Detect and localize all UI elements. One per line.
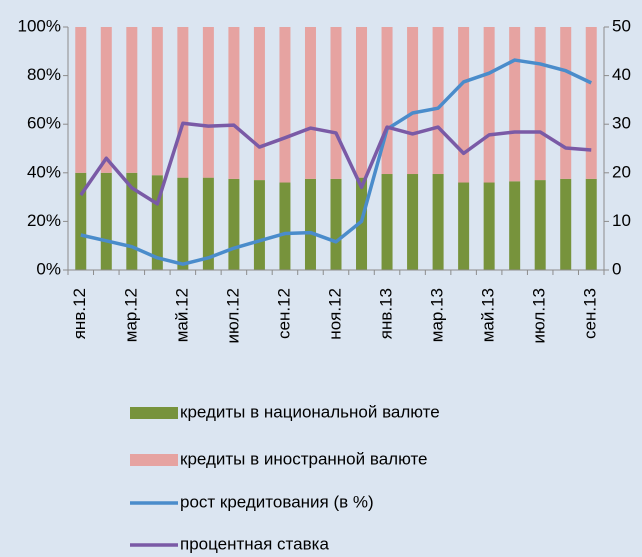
bar xyxy=(75,27,87,173)
bar xyxy=(560,27,572,179)
y-tick-label: 80% xyxy=(27,65,61,84)
bar xyxy=(126,27,138,173)
bar xyxy=(253,180,265,270)
bar xyxy=(330,178,342,270)
bar xyxy=(177,27,189,178)
y2-tick-label: 10 xyxy=(612,211,631,230)
line xyxy=(79,121,592,206)
bar xyxy=(509,181,521,270)
bar xyxy=(534,27,546,181)
x-tick-label: янв.12 xyxy=(70,288,89,339)
line xyxy=(80,58,592,266)
bar xyxy=(279,182,291,270)
bar xyxy=(458,27,470,183)
bar xyxy=(381,174,393,270)
legend-swatch xyxy=(130,454,178,466)
bar xyxy=(432,174,444,270)
y2-tick-label: 0 xyxy=(612,259,621,278)
x-tick-label: мар.13 xyxy=(428,288,447,342)
bar xyxy=(432,27,444,175)
x-tick-label: мар.12 xyxy=(121,288,140,342)
bar xyxy=(151,27,163,176)
bar xyxy=(228,27,240,179)
y2-tick-label: 40 xyxy=(612,65,631,84)
x-tick-label: май.12 xyxy=(172,288,191,342)
bar xyxy=(356,27,368,178)
bar xyxy=(407,174,419,270)
y-tick-label: 100% xyxy=(18,16,61,35)
bar xyxy=(483,182,495,270)
y2-tick-label: 20 xyxy=(612,162,631,181)
bar xyxy=(560,178,572,270)
y-tick-label: 0% xyxy=(36,259,61,278)
bar xyxy=(279,27,291,183)
bar xyxy=(585,27,597,179)
x-tick-label: июл.13 xyxy=(530,288,549,343)
y2-tick-label: 30 xyxy=(612,114,631,133)
bar xyxy=(534,180,546,270)
y-tick-label: 40% xyxy=(27,162,61,181)
x-tick-label: май.13 xyxy=(479,288,498,342)
y-tick-label: 20% xyxy=(27,211,61,230)
bar xyxy=(151,175,163,270)
bar xyxy=(100,27,112,173)
legend-swatch xyxy=(130,407,178,419)
x-tick-label: ноя.12 xyxy=(325,288,344,340)
bar xyxy=(458,182,470,270)
x-tick-label: сен.12 xyxy=(274,288,293,339)
bar xyxy=(304,27,316,179)
bar xyxy=(228,178,240,270)
y-tick-label: 60% xyxy=(27,114,61,133)
bar xyxy=(381,27,393,175)
bar xyxy=(304,178,316,270)
x-tick-label: янв.13 xyxy=(377,288,396,339)
legend-label: процентная ставка xyxy=(180,534,329,553)
bar xyxy=(202,177,214,270)
bar xyxy=(585,178,597,270)
bar xyxy=(509,27,521,182)
bar xyxy=(126,172,138,270)
bar xyxy=(253,27,265,181)
x-tick-label: июл.12 xyxy=(223,288,242,343)
x-tick-label: сен.13 xyxy=(581,288,600,339)
legend-label: кредиты в национальной валюте xyxy=(180,402,440,421)
bar xyxy=(330,27,342,179)
bar xyxy=(202,27,214,178)
bar xyxy=(177,177,189,270)
bar xyxy=(75,172,87,270)
legend-label: рост кредитования (в %) xyxy=(180,492,374,511)
legend-label: кредиты в иностранной валюте xyxy=(180,449,428,468)
bar xyxy=(356,177,368,270)
y2-tick-label: 50 xyxy=(612,16,631,35)
bar xyxy=(407,27,419,175)
bar xyxy=(100,172,112,270)
bar xyxy=(483,27,495,183)
